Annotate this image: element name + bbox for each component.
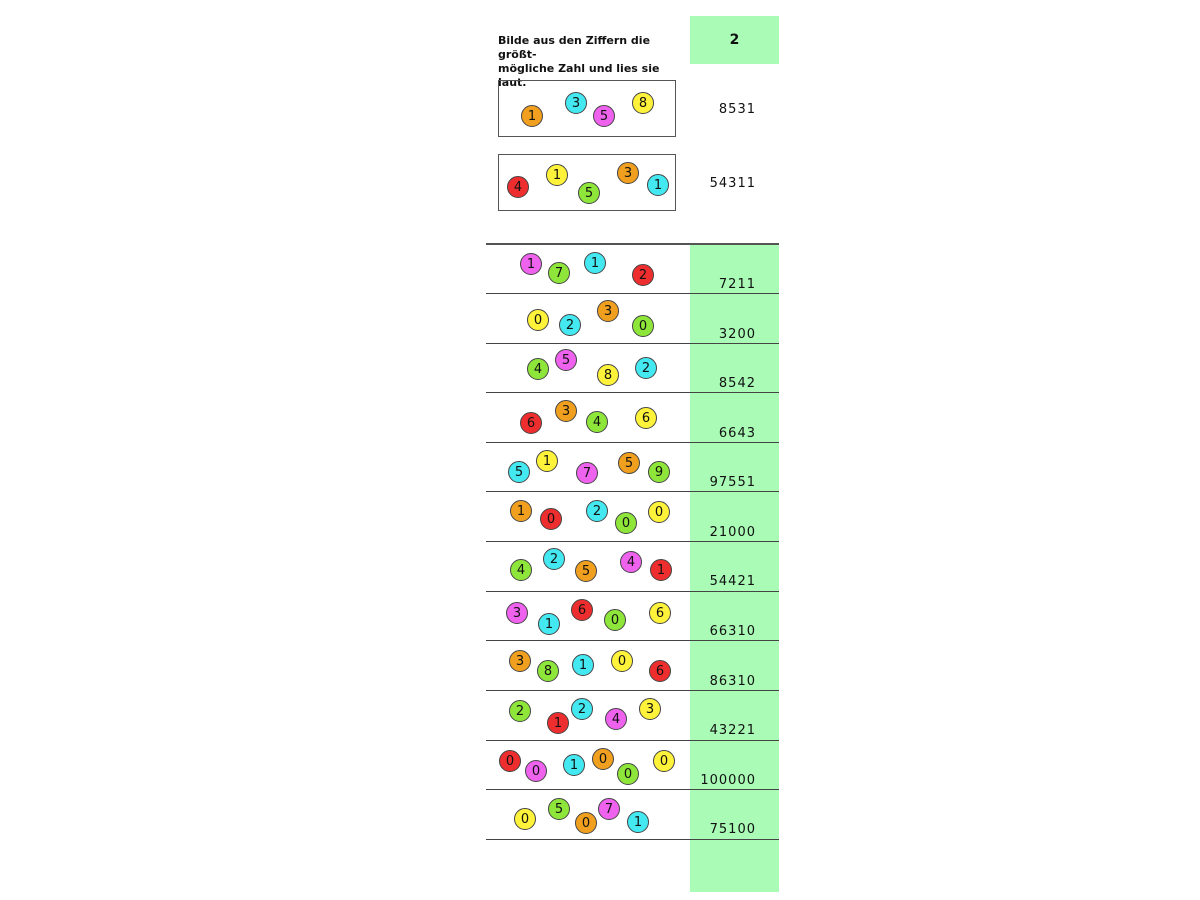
digit-circle: 7: [598, 798, 620, 820]
digit-circle: 4: [527, 358, 549, 380]
row-divider: [486, 541, 779, 542]
answer-value: 8542: [718, 376, 756, 391]
digit-circle: 0: [617, 763, 639, 785]
example-box-1: [498, 80, 676, 137]
answer-value: 21000: [709, 525, 756, 540]
digit-circle: 4: [605, 708, 627, 730]
digit-circle: 2: [632, 264, 654, 286]
digit-circle: 7: [548, 262, 570, 284]
digit-circle: 4: [620, 551, 642, 573]
digit-circle: 5: [593, 105, 615, 127]
row-divider: [486, 343, 779, 344]
digit-circle: 6: [635, 407, 657, 429]
digit-circle: 0: [527, 309, 549, 331]
digit-circle: 2: [586, 500, 608, 522]
digit-circle: 0: [632, 315, 654, 337]
digit-circle: 3: [506, 602, 528, 624]
digit-circle: 2: [571, 698, 593, 720]
digit-circle: 1: [520, 253, 542, 275]
answer-column: [690, 244, 779, 892]
row-divider: [486, 740, 779, 741]
digit-circle: 0: [514, 808, 536, 830]
digit-circle: 8: [632, 92, 654, 114]
answer-value: 7211: [718, 277, 756, 292]
answer-value: 66310: [709, 624, 756, 639]
digit-circle: 3: [509, 650, 531, 672]
digit-circle: 1: [627, 811, 649, 833]
table-top-rule: [486, 243, 779, 245]
digit-circle: 7: [576, 462, 598, 484]
answer-value: 6643: [718, 426, 756, 441]
row-divider: [486, 293, 779, 294]
example-answer-1: 8531: [718, 102, 756, 117]
digit-circle: 6: [649, 660, 671, 682]
row-divider: [486, 442, 779, 443]
digit-circle: 5: [508, 461, 530, 483]
digit-circle: 4: [510, 559, 532, 581]
digit-circle: 1: [647, 174, 669, 196]
answer-value: 75100: [709, 822, 756, 837]
row-divider: [486, 789, 779, 790]
answer-value: 43221: [709, 723, 756, 738]
digit-circle: 2: [635, 357, 657, 379]
digit-circle: 0: [615, 512, 637, 534]
digit-circle: 9: [648, 461, 670, 483]
digit-circle: 6: [520, 412, 542, 434]
digit-circle: 1: [650, 559, 672, 581]
digit-circle: 3: [617, 162, 639, 184]
example-box-2: [498, 154, 676, 211]
digit-circle: 5: [618, 452, 640, 474]
digit-circle: 1: [572, 654, 594, 676]
digit-circle: 5: [555, 349, 577, 371]
digit-circle: 5: [575, 560, 597, 582]
row-divider: [486, 690, 779, 691]
digit-circle: 2: [559, 314, 581, 336]
digit-circle: 3: [555, 400, 577, 422]
digit-circle: 0: [611, 650, 633, 672]
digit-circle: 0: [575, 812, 597, 834]
digit-circle: 1: [546, 164, 568, 186]
digit-circle: 4: [507, 176, 529, 198]
digit-circle: 2: [509, 700, 531, 722]
row-divider: [486, 392, 779, 393]
digit-circle: 1: [584, 252, 606, 274]
exercise-number: 2: [729, 32, 740, 48]
digit-circle: 0: [540, 508, 562, 530]
answer-value: 100000: [700, 773, 756, 788]
answer-value: 3200: [718, 327, 756, 342]
digit-circle: 6: [649, 602, 671, 624]
row-divider: [486, 640, 779, 641]
digit-circle: 2: [543, 548, 565, 570]
digit-circle: 1: [521, 105, 543, 127]
answer-value: 86310: [709, 674, 756, 689]
digit-circle: 0: [525, 760, 547, 782]
digit-circle: 8: [597, 364, 619, 386]
digit-circle: 6: [571, 599, 593, 621]
digit-circle: 5: [578, 182, 600, 204]
row-divider: [486, 591, 779, 592]
answer-value: 97551: [709, 475, 756, 490]
digit-circle: 1: [547, 712, 569, 734]
digit-circle: 1: [538, 613, 560, 635]
digit-circle: 1: [510, 500, 532, 522]
row-divider: [486, 839, 779, 840]
instruction-text: Bilde aus den Ziffern die größt- möglich…: [498, 34, 660, 89]
answer-value: 54421: [709, 574, 756, 589]
digit-circle: 0: [653, 750, 675, 772]
digit-circle: 0: [592, 748, 614, 770]
digit-circle: 8: [537, 660, 559, 682]
row-divider: [486, 491, 779, 492]
digit-circle: 4: [586, 411, 608, 433]
digit-circle: 0: [604, 609, 626, 631]
digit-circle: 1: [536, 450, 558, 472]
digit-circle: 3: [639, 698, 661, 720]
digit-circle: 0: [499, 750, 521, 772]
digit-circle: 3: [565, 92, 587, 114]
digit-circle: 3: [597, 300, 619, 322]
digit-circle: 1: [563, 754, 585, 776]
digit-circle: 5: [548, 798, 570, 820]
digit-circle: 0: [648, 501, 670, 523]
example-answer-2: 54311: [709, 176, 756, 191]
exercise-number-badge: 2: [690, 16, 779, 64]
